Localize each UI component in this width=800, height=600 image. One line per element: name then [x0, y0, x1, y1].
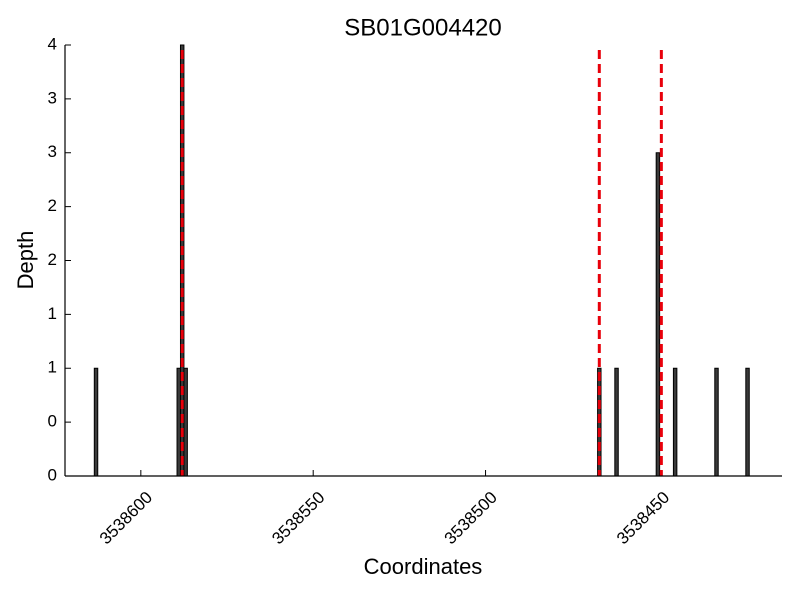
bar: [183, 367, 188, 477]
bar: [93, 367, 99, 477]
bar: [655, 152, 661, 477]
y-tick-label: 3: [48, 142, 57, 161]
y-tick-label: 0: [48, 465, 57, 484]
bar: [672, 367, 678, 477]
y-tick-label: 1: [48, 304, 57, 323]
y-tick-label: 2: [48, 250, 57, 269]
bar: [614, 367, 619, 477]
y-axis-label: Depth: [13, 231, 38, 290]
y-tick-label: 3: [48, 88, 57, 107]
y-tick-label: 4: [48, 34, 57, 53]
x-tick-label: 3538600: [96, 488, 156, 548]
y-tick-label: 0: [48, 412, 57, 431]
x-tick-label: 3538450: [613, 488, 673, 548]
y-tick-label: 1: [48, 358, 57, 377]
x-axis-label: Coordinates: [364, 554, 483, 579]
chart-title: SB01G004420: [344, 14, 501, 41]
y-tick-label: 2: [48, 196, 57, 215]
bar: [714, 367, 719, 477]
x-tick-label: 3538500: [441, 488, 501, 548]
bar: [176, 367, 181, 477]
bar: [745, 367, 750, 477]
x-tick-label: 3538550: [268, 488, 328, 548]
